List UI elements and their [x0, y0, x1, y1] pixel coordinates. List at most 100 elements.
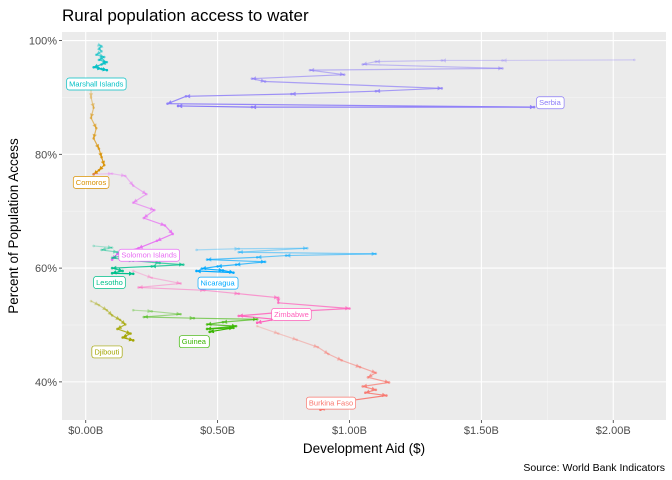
series-arrowhead — [286, 253, 291, 258]
series-segment — [90, 107, 95, 119]
data-point — [203, 288, 206, 292]
series-segment — [251, 74, 345, 80]
series-segment — [143, 313, 181, 318]
data-point — [155, 239, 159, 243]
y-axis-title: Percent of Population Access — [6, 138, 21, 314]
series-arrowhead — [107, 171, 113, 176]
data-point — [110, 172, 114, 175]
series-arrowhead — [151, 263, 156, 269]
data-point — [195, 269, 198, 273]
data-point — [295, 338, 299, 342]
data-point — [234, 324, 238, 328]
series-label-box — [72, 176, 110, 189]
data-point — [364, 391, 367, 394]
data-point — [131, 184, 135, 187]
series-arrowhead — [291, 91, 296, 97]
series-arrowhead — [234, 291, 239, 296]
data-point — [102, 163, 106, 167]
series-segment — [296, 339, 319, 348]
series-label-box — [271, 308, 312, 321]
series-arrowhead — [251, 104, 257, 110]
series-djibouti — [89, 299, 135, 342]
series-segment — [236, 261, 266, 266]
series-arrowhead — [156, 237, 162, 242]
data-point — [131, 308, 135, 312]
data-point — [276, 296, 280, 299]
series-label-serbia: Serbia — [536, 96, 565, 110]
data-point — [179, 312, 182, 316]
series-segment — [278, 302, 350, 310]
data-point — [255, 324, 259, 328]
data-point — [89, 299, 93, 303]
data-point — [440, 59, 444, 62]
data-point — [374, 371, 378, 375]
series-arrowhead — [88, 93, 94, 98]
series-label-box — [93, 276, 126, 289]
data-point — [100, 63, 103, 66]
series-label-text: Marshall Islands — [69, 79, 123, 88]
data-point — [131, 269, 135, 273]
data-point — [150, 310, 153, 313]
series-segment — [101, 249, 118, 253]
data-point — [94, 126, 98, 130]
data-point — [284, 254, 288, 257]
series-arrowhead — [362, 61, 368, 66]
series-segment — [238, 247, 308, 250]
data-point — [237, 292, 241, 296]
series-arrowhead — [146, 274, 152, 279]
series-arrowhead — [217, 263, 223, 269]
series-segment — [98, 45, 102, 49]
series-arrowhead — [102, 306, 107, 311]
data-point — [358, 365, 362, 369]
series-segment — [124, 175, 134, 186]
data-point — [92, 172, 95, 176]
series-label-text: Nicaragua — [201, 279, 236, 288]
series-segment — [222, 318, 258, 323]
y-tick-label: 80% — [35, 149, 57, 161]
data-point — [102, 55, 106, 59]
series-segment — [133, 309, 152, 312]
series-arrowhead — [93, 169, 99, 175]
series-label-text: Lesotho — [96, 278, 123, 287]
plot-panel — [62, 32, 666, 420]
series-arrowhead — [236, 262, 241, 267]
series-arrowhead — [441, 58, 447, 63]
data-point — [221, 269, 225, 272]
data-point — [361, 63, 364, 66]
data-point — [97, 47, 101, 50]
data-point — [124, 174, 127, 178]
data-point — [255, 318, 259, 321]
data-point — [205, 258, 209, 261]
data-point — [276, 301, 280, 305]
data-point — [374, 388, 378, 392]
series-arrowhead — [120, 320, 126, 325]
data-point — [118, 318, 122, 322]
data-point — [327, 352, 330, 356]
series-label-nicaragua: Nicaragua — [197, 276, 239, 290]
series-arrowhead — [98, 165, 104, 171]
data-point — [153, 208, 156, 212]
series-segment — [317, 346, 329, 355]
data-point — [633, 58, 636, 62]
data-point — [97, 58, 101, 62]
series-segment — [278, 332, 297, 341]
series-arrowhead — [112, 249, 118, 254]
data-point — [92, 106, 95, 109]
series-segment — [138, 286, 205, 291]
y-tick-label: 40% — [35, 377, 57, 389]
data-point — [263, 80, 267, 83]
y-axis-ticks: 40% 60% 80% 100% — [29, 36, 62, 389]
data-point — [182, 263, 185, 266]
series-segment — [207, 258, 266, 263]
series-segment — [362, 381, 390, 388]
x-tick-label: $1.00B — [332, 425, 367, 437]
data-point — [110, 266, 114, 270]
data-point — [179, 282, 182, 285]
series-arrowhead — [147, 308, 152, 314]
series-comoros — [88, 85, 106, 176]
series-arrowhead — [234, 246, 239, 252]
data-point — [342, 73, 346, 76]
series-arrowhead — [222, 319, 228, 324]
series-label-box — [118, 248, 180, 262]
y-tick-label: 100% — [29, 36, 57, 48]
